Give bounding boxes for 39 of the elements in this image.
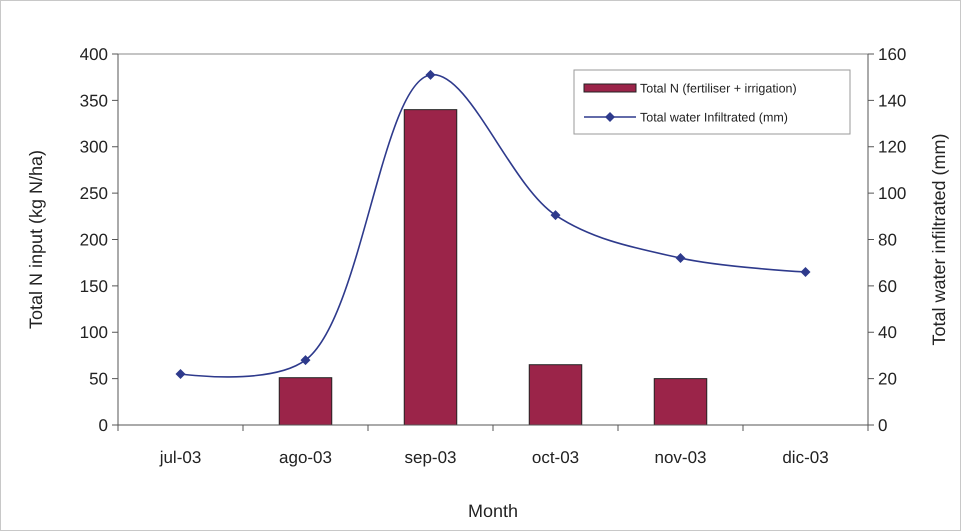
y2-tick-label: 40 [878,323,897,342]
x-tick-label: nov-03 [654,448,706,467]
y-tick-label: 100 [80,323,108,342]
point [676,253,686,264]
point [300,355,310,366]
point [550,210,560,220]
y-tick-label: 200 [80,230,108,250]
y-tick-label: 250 [80,184,108,204]
bar [278,377,332,426]
y2-tick-label: 20 [878,370,897,389]
bar [404,109,458,426]
legend-label: Total N (fertiliser + irrigation) [640,81,797,96]
y2-tick-label: 0 [878,416,888,435]
y2-tick-label: 60 [878,276,897,296]
x-tick-label: oct-03 [532,448,580,467]
x-tick-label: dic-03 [782,448,829,467]
y2-tick-label: 80 [878,230,897,250]
x-tick-label: ago-03 [279,448,332,467]
y-tick-label: 400 [80,44,108,64]
bar [654,378,708,426]
x-tick-label: sep-03 [404,448,456,467]
y-tick-label: 150 [80,276,108,296]
y2-tick-label: 100 [878,184,906,204]
point [426,70,436,80]
x-axis-title: Month [468,501,518,521]
y2-tick-label: 120 [878,138,906,157]
point [176,368,186,379]
y-tick-label: 50 [89,370,108,389]
y-tick-label: 350 [80,91,108,110]
y2-tick-label: 140 [878,91,906,110]
y-tick-label: 300 [80,138,108,157]
point [800,266,810,277]
y-tick-label: 0 [98,416,108,435]
y2-axis-title: Total water infiltrated (mm) [929,133,949,346]
bar [528,364,582,426]
x-tick-label: jul-03 [158,448,202,467]
legend-label: Total water Infiltrated (mm) [640,110,788,124]
y2-tick-label: 160 [878,44,906,64]
y-axis-title: Total N input (kg N/ha) [26,150,46,330]
